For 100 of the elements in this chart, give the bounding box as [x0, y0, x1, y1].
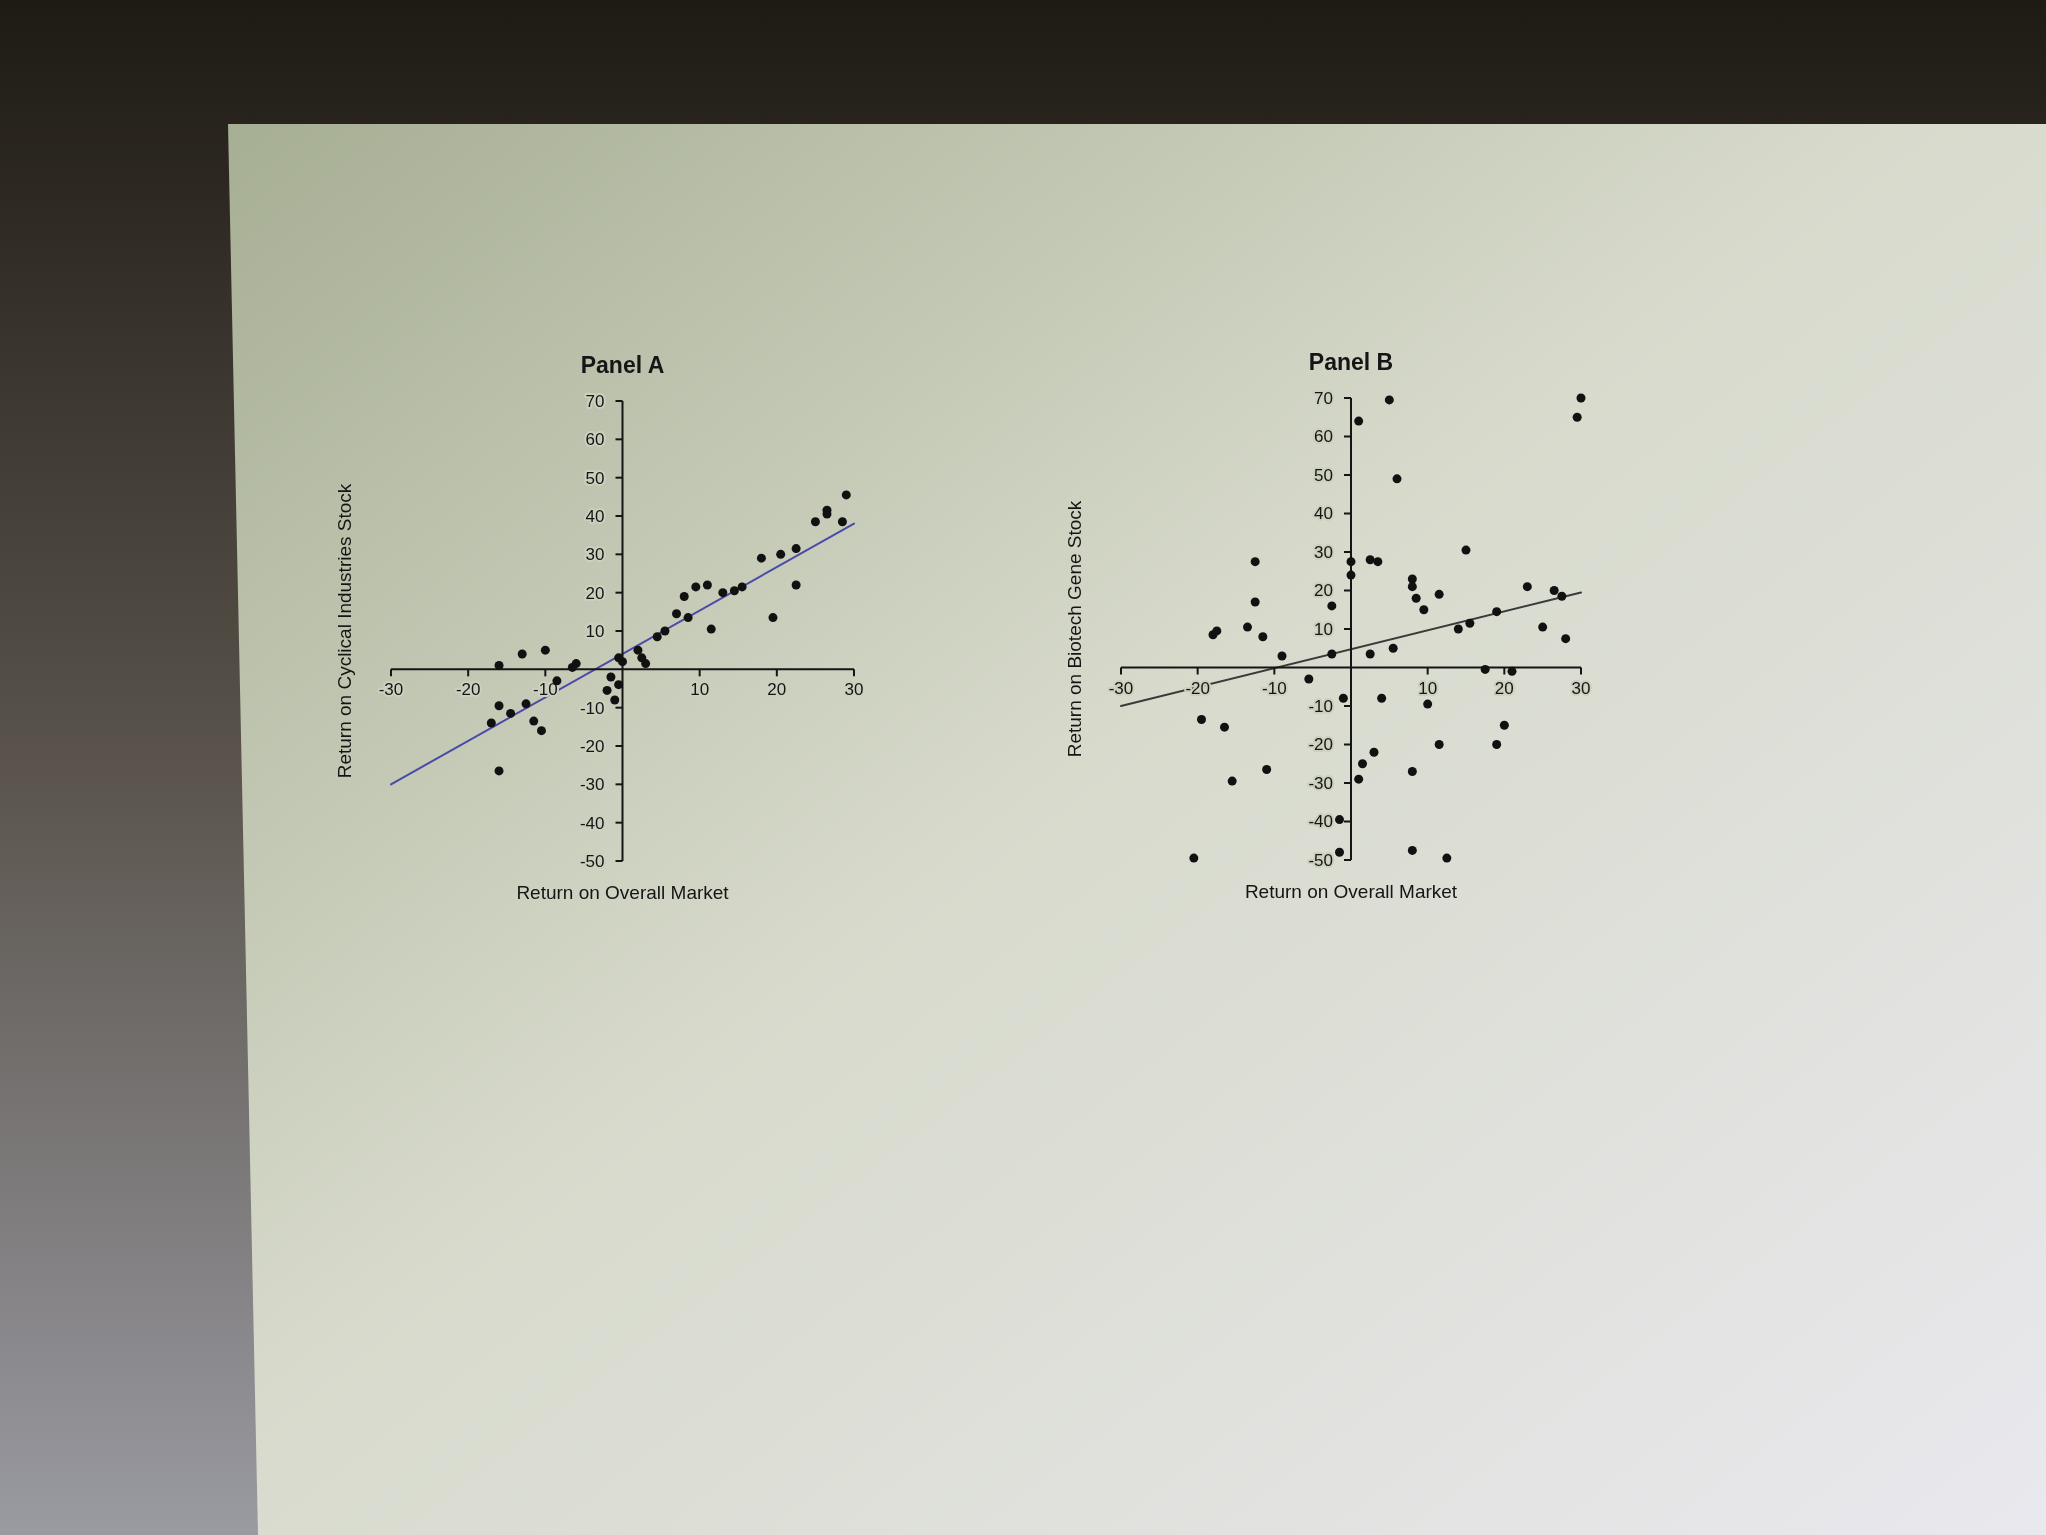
point — [1384, 395, 1394, 405]
point — [1442, 853, 1452, 863]
x-tick-label: -10 — [533, 680, 558, 700]
y-axis-title: Return on Biotech Gene Stock — [1064, 500, 1085, 758]
point — [486, 718, 496, 728]
point — [602, 685, 612, 695]
point — [494, 766, 504, 776]
point — [810, 517, 820, 527]
point — [1407, 582, 1417, 592]
y-tick-label: 20 — [1314, 581, 1333, 601]
y-tick-label: -30 — [579, 775, 605, 795]
y-tick-label: 60 — [585, 430, 605, 450]
point — [1423, 699, 1433, 709]
x-tick-label: 10 — [690, 680, 710, 700]
y-tick-label: 50 — [585, 468, 605, 488]
point — [1492, 740, 1502, 749]
point — [1572, 412, 1582, 422]
point — [1189, 853, 1199, 863]
x-axis-title: Return on Overall Market — [1244, 881, 1458, 902]
chart-title: Panel B — [1308, 349, 1394, 375]
point — [1434, 740, 1444, 749]
x-tick-label: -20 — [455, 680, 481, 700]
point — [1327, 649, 1337, 659]
point — [1388, 643, 1398, 653]
point — [1358, 759, 1367, 769]
point — [1335, 847, 1344, 857]
point — [614, 680, 624, 690]
point — [1407, 845, 1417, 855]
point — [1407, 766, 1417, 776]
point — [1250, 597, 1260, 607]
point — [641, 659, 651, 669]
point — [494, 661, 504, 670]
point — [737, 582, 747, 592]
point — [837, 517, 847, 527]
y-tick-label: -40 — [1308, 812, 1333, 832]
point — [683, 613, 693, 623]
point — [791, 580, 801, 590]
point — [1227, 776, 1237, 786]
y-tick-label: 40 — [585, 506, 605, 526]
y-tick-label: -30 — [1308, 773, 1333, 793]
point — [1369, 747, 1379, 757]
point — [606, 672, 616, 682]
point — [1522, 582, 1532, 592]
x-tick-label: 20 — [767, 680, 787, 700]
point — [1262, 765, 1272, 775]
point — [1335, 815, 1344, 825]
point — [718, 588, 728, 598]
point — [1250, 557, 1260, 567]
point — [1346, 570, 1356, 580]
point — [1576, 393, 1586, 403]
point — [610, 695, 620, 705]
point — [494, 701, 504, 711]
point — [776, 549, 786, 559]
y-tick-label: 70 — [585, 391, 605, 411]
point — [756, 553, 766, 563]
point — [1538, 622, 1548, 632]
point — [1327, 601, 1337, 611]
point — [1354, 416, 1364, 426]
point — [660, 626, 670, 636]
y-tick-label: -20 — [579, 736, 605, 756]
point — [517, 649, 527, 659]
x-tick-label: 20 — [1494, 678, 1514, 698]
point — [529, 716, 539, 726]
point — [1338, 693, 1348, 703]
point — [1377, 693, 1387, 703]
y-tick-label: 10 — [585, 621, 605, 641]
y-tick-label: 30 — [1314, 542, 1333, 562]
point — [1197, 714, 1206, 724]
point — [1465, 618, 1475, 628]
y-tick-label: -10 — [579, 698, 605, 718]
y-tick-label: -10 — [1308, 696, 1333, 716]
point — [1365, 649, 1375, 659]
point — [1549, 586, 1559, 595]
point — [521, 699, 531, 709]
point — [1419, 605, 1429, 615]
point — [1258, 632, 1268, 642]
point — [567, 662, 577, 672]
point — [536, 726, 546, 736]
point — [1492, 607, 1502, 617]
y-tick-label: -40 — [579, 813, 605, 833]
point — [1373, 557, 1383, 567]
point — [1561, 634, 1571, 644]
point — [1304, 674, 1314, 684]
x-tick-label: 10 — [1418, 678, 1438, 698]
point — [729, 586, 739, 596]
point — [1434, 589, 1444, 599]
point — [791, 544, 801, 554]
point — [1453, 624, 1463, 634]
point — [506, 708, 516, 718]
y-tick-label: 70 — [1314, 388, 1333, 408]
y-axis-title: Return on Cyclical Industries Stock — [334, 483, 355, 779]
y-tick-label: -20 — [1308, 735, 1333, 755]
point — [1346, 557, 1356, 567]
point — [1277, 651, 1287, 661]
point — [540, 645, 550, 655]
chart-title: Panel A — [580, 352, 665, 378]
point — [1354, 774, 1364, 784]
x-tick-label: -10 — [1262, 678, 1287, 698]
y-tick-label: 40 — [1314, 504, 1333, 524]
point — [1220, 722, 1229, 732]
